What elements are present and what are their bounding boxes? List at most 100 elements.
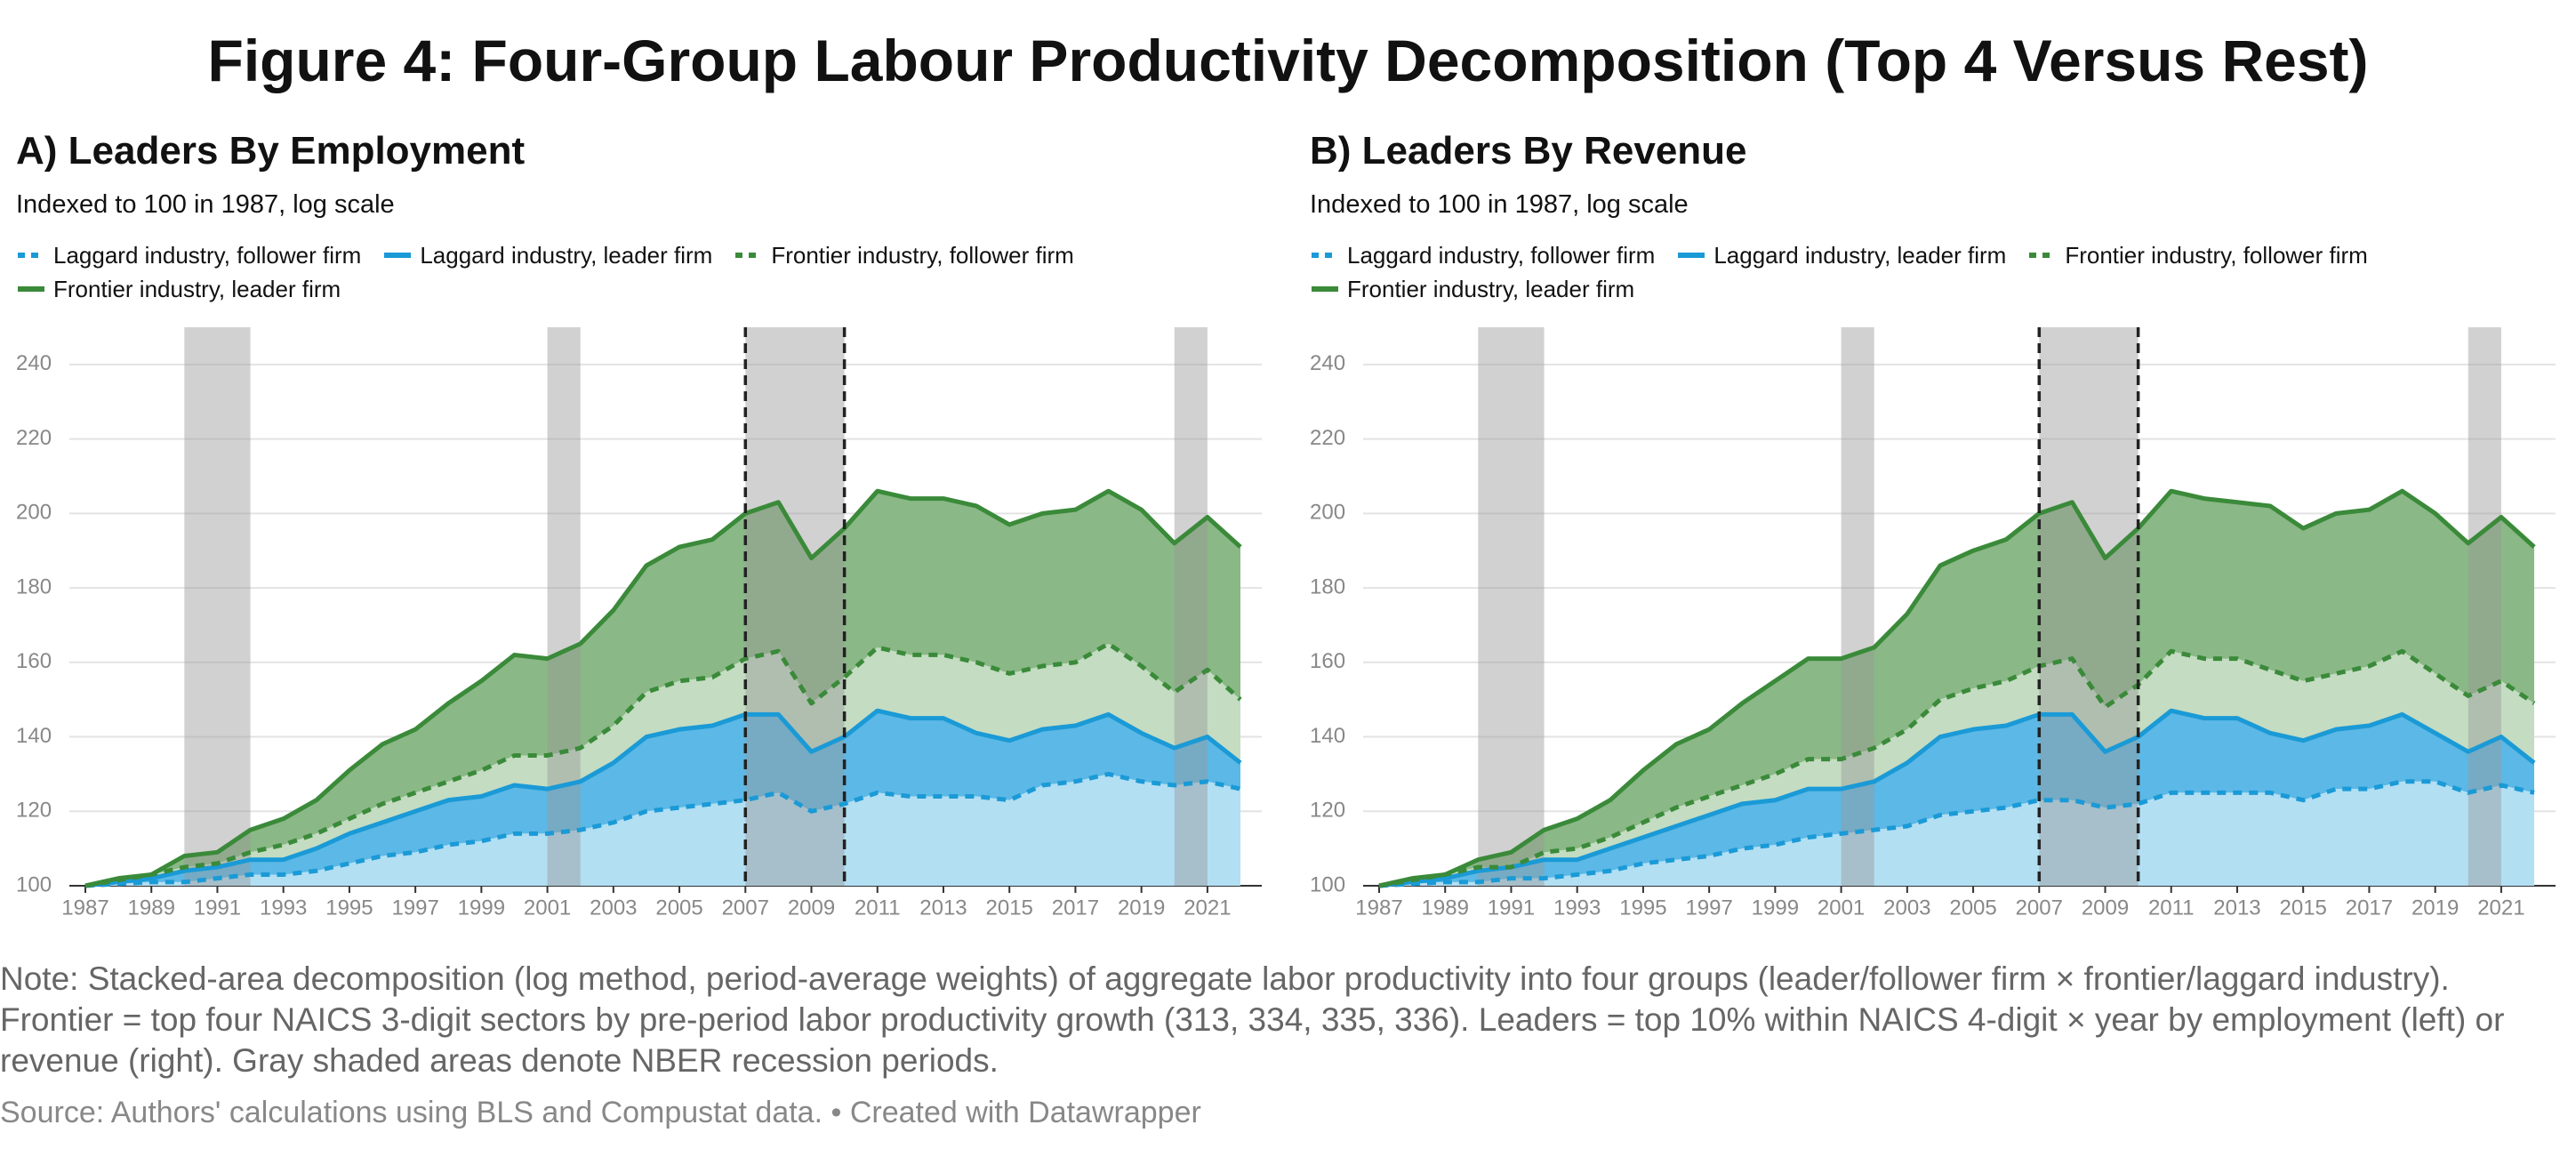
x-tick-label: 2015: [986, 896, 1033, 920]
legend-swatch: [735, 253, 763, 258]
area: [85, 774, 1240, 886]
x-tick-label: 1991: [194, 896, 241, 920]
x-tick-label: 2007: [722, 896, 769, 920]
legend-item: Frontier industry, leader firm: [1310, 272, 1634, 306]
x-tick-label: 2017: [1052, 896, 1099, 920]
area: [1379, 711, 2534, 886]
legend-item: Frontier industry, leader firm: [16, 272, 341, 306]
x-tick-label: 2005: [655, 896, 702, 920]
legend-item: Frontier industry, follower firm: [734, 238, 1074, 272]
legend-swatch: [1678, 253, 1705, 258]
legend: Laggard industry, follower firm Laggard i…: [16, 238, 1262, 306]
y-tick-label: 180: [1310, 574, 1345, 599]
x-tick-label: 2013: [2213, 896, 2260, 920]
x-tick-label: 1991: [1488, 896, 1535, 920]
x-tick-label: 1995: [325, 896, 373, 920]
recession-shade: [2039, 327, 2139, 886]
legend-item: Laggard industry, leader firm: [382, 238, 712, 272]
recession-shade: [1478, 327, 1545, 886]
legend-item: Laggard industry, leader firm: [1676, 238, 2006, 272]
chart-subtitle: Indexed to 100 in 1987, log scale: [16, 190, 395, 219]
series-line: [1378, 779, 2535, 888]
plot: 100 120 140 160 180 200 220 240 1987 1989 1991 1993…: [1310, 327, 2556, 920]
x-tick-label: 1997: [1685, 896, 1732, 920]
recession-shade: [1174, 327, 1208, 886]
note: Note: Stacked-area decomposition (log me…: [0, 960, 2505, 1079]
x-tick-label: 2011: [2148, 896, 2195, 920]
legend-swatch: [1312, 253, 1338, 258]
area: [1379, 781, 2534, 886]
legend-label: Laggard industry, leader firm: [1713, 242, 2007, 269]
y-tick-label: 240: [1310, 351, 1345, 375]
legend-swatch: [2029, 253, 2057, 258]
y-tick-label: 160: [1310, 649, 1345, 673]
recession-shade: [184, 327, 251, 886]
x-tick-label: 1989: [128, 896, 175, 920]
x-tick-label: 1987: [1355, 896, 1402, 920]
y-tick-label: 240: [16, 351, 52, 375]
legend-swatch: [18, 253, 44, 258]
series-line: [84, 708, 1242, 888]
x-tick-label: 2005: [1949, 896, 1996, 920]
x-tick-label: 2021: [2477, 896, 2524, 920]
legend-swatch: [1312, 286, 1338, 292]
source: Source: Authors' calculations using BLS …: [0, 1096, 1201, 1129]
y-tick-label: 140: [1310, 724, 1345, 748]
x-tick-label: 1989: [1422, 896, 1469, 920]
legend-label: Laggard industry, follower firm: [53, 242, 362, 269]
legend-label: Frontier industry, follower firm: [2065, 242, 2368, 269]
y-tick-label: 200: [16, 501, 52, 525]
legend-label: Laggard industry, follower firm: [1347, 242, 1656, 269]
legend-item: Frontier industry, follower firm: [2027, 238, 2368, 272]
y-tick-label: 120: [1310, 799, 1345, 823]
y-tick-label: 140: [16, 724, 52, 748]
x-tick-label: 2019: [2411, 896, 2459, 920]
panel: A) Leaders By Employment Indexed to 100 i…: [16, 125, 1262, 943]
area: [85, 491, 1240, 886]
x-tick-label: 2019: [1118, 896, 1165, 920]
y-tick-label: 100: [1310, 872, 1345, 896]
x-tick-label: 1993: [260, 896, 307, 920]
x-tick-label: 2013: [919, 896, 967, 920]
legend-swatch: [18, 286, 44, 292]
chart-title: A) Leaders By Employment: [16, 129, 526, 173]
x-tick-label: 1999: [458, 896, 505, 920]
x-tick-label: 2003: [1883, 896, 1930, 920]
x-tick-label: 1993: [1553, 896, 1601, 920]
series-line: [1378, 648, 2536, 888]
x-tick-label: 1999: [1752, 896, 1799, 920]
legend-label: Laggard industry, leader firm: [420, 242, 713, 269]
y-tick-label: 220: [1310, 426, 1345, 450]
x-tick-label: 2015: [2280, 896, 2327, 920]
x-tick-label: 2011: [855, 896, 901, 920]
x-tick-label: 2001: [524, 896, 571, 920]
legend-swatch: [384, 253, 412, 258]
x-tick-label: 1997: [391, 896, 438, 920]
y-tick-label: 100: [16, 872, 52, 896]
chart-title: B) Leaders By Revenue: [1310, 129, 1747, 173]
x-tick-label: 2009: [788, 896, 835, 920]
x-tick-label: 1987: [61, 896, 108, 920]
x-tick-label: 2009: [2082, 896, 2129, 920]
y-tick-label: 200: [1310, 501, 1345, 525]
x-tick-label: 2007: [2016, 896, 2063, 920]
legend-label: Frontier industry, leader firm: [1347, 276, 1635, 302]
x-tick-label: 2017: [2346, 896, 2393, 920]
legend-item: Laggard industry, follower firm: [16, 238, 361, 272]
area: [85, 711, 1240, 886]
legend-label: Frontier industry, follower firm: [771, 242, 1074, 269]
y-tick-label: 160: [16, 649, 52, 673]
recession-shade: [1841, 327, 1874, 886]
recession-shade: [2468, 327, 2501, 886]
series-line: [84, 641, 1242, 888]
legend-item: Laggard industry, follower firm: [1310, 238, 1655, 272]
legend: Laggard industry, follower firm Laggard i…: [1310, 238, 2556, 306]
recession-shade: [547, 327, 581, 886]
series-line: [84, 771, 1241, 888]
plot: 100 120 140 160 180 200 220 240 1987 1989 1991 1993…: [16, 327, 1262, 920]
recession-shade: [745, 327, 845, 886]
legend-label: Frontier industry, leader firm: [53, 276, 341, 302]
y-tick-label: 220: [16, 426, 52, 450]
series-line: [84, 488, 1242, 888]
